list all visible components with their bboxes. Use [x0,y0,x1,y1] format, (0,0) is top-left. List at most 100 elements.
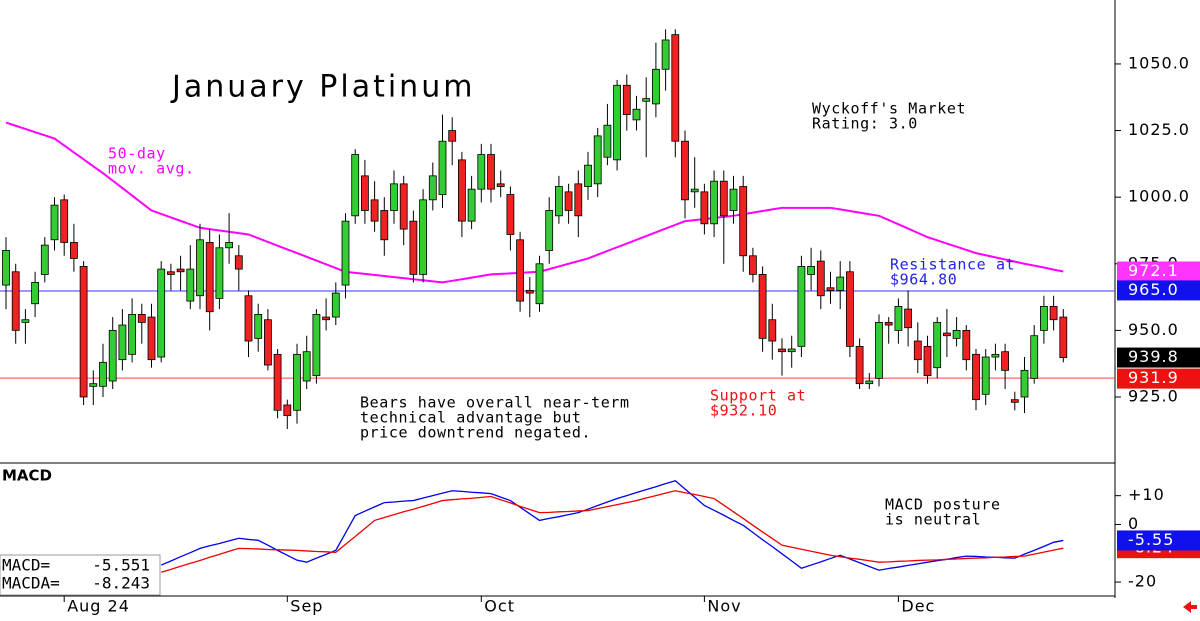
candle-body [865,380,874,385]
candle-body [661,39,670,70]
candle-body [157,268,166,358]
annotation: price downtrend negated. [360,424,591,442]
candle-body [196,239,204,297]
candle-body [836,276,845,291]
candle-body [894,306,903,331]
x-tick-label: Nov [707,597,741,616]
y-tick-label: -20 [1128,572,1157,591]
y-tick-label: 1050.0 [1128,53,1190,72]
annotation: Rating: 3.0 [812,115,918,133]
candle-body [244,295,253,342]
candle-body [516,239,524,302]
x-tick-label: Aug 24 [67,597,130,616]
candle-body [506,194,515,235]
candle-body [1020,369,1029,398]
annotation: technical advantage but [360,409,582,427]
macd-title: MACD [2,467,52,485]
candle-body [496,183,505,187]
candle-body [584,164,592,187]
candle-body [981,356,990,395]
candle-body [1030,335,1039,379]
price-box-label: 965.0 [1128,280,1179,299]
candle-body [846,271,854,347]
value-box [1117,530,1200,551]
candle-body [477,154,486,190]
candle-body [448,130,457,142]
candle-body [671,34,680,142]
x-tick-label: Dec [901,597,935,616]
candle-body [457,159,466,222]
candle-body [302,351,311,382]
candle-body [166,271,175,275]
candle-body [787,348,796,353]
candle-body [710,180,718,225]
candle-body [1001,351,1009,371]
candle-body [826,287,835,291]
candle-body [632,108,641,121]
candle-body [50,204,59,241]
candle-body [438,140,447,195]
y-tick-label: 1025.0 [1128,120,1190,139]
annotation: $932.10 [710,402,777,420]
y-tick-label: 925.0 [1128,386,1179,405]
candle-body [904,308,912,329]
candle-body [487,154,495,190]
annotation: is neutral [885,511,981,529]
candle-body [749,255,757,275]
candle-body [613,84,621,161]
candle-body [855,345,864,385]
candle-body [768,319,777,342]
candle-body [467,188,476,222]
candle-body [409,220,418,275]
candle-body [79,266,88,398]
readout-value: -8.243 [92,574,150,593]
candle-body [293,353,301,411]
candle-body [719,180,728,217]
annotation: 50-day [108,145,166,163]
readout-value: -5.551 [92,556,150,575]
annotation: Support at [710,387,806,405]
annotation: mov. avg. [108,160,195,178]
candle-body [574,183,583,217]
candle-body [875,321,883,379]
candle-body [312,313,321,377]
readout-box [0,554,161,596]
annotation: Wyckoff's Market [812,100,966,118]
candle-body [70,242,78,259]
candle-body [535,263,544,305]
candle-body [331,292,340,318]
y-tick-label: +10 [1128,485,1165,504]
candle-body [21,319,30,323]
candle-body [128,313,137,355]
candle-body [690,188,699,193]
candle-body [593,135,602,185]
candle-body [360,175,369,211]
candle-body [263,319,272,366]
candle-body [399,183,408,230]
scroll-arrow[interactable] [1183,601,1197,613]
candle-body [729,188,738,211]
candle-body [603,124,612,158]
candle-body [622,84,631,115]
candle-body [60,199,69,243]
price-box-label: 939.8 [1128,347,1179,366]
candle-body [555,186,563,217]
annotation: MACD posture [885,496,1001,514]
candle-body [778,348,786,353]
chart-title: January Platinum [170,70,475,105]
candle-body [933,321,942,369]
value-box-label: -5.55 [1128,530,1174,549]
candle-body [380,210,389,241]
price-box [1117,280,1200,301]
readout-label: MACD= [2,556,50,575]
candle-body [642,98,651,102]
candle-body [108,329,117,382]
candle-body [428,175,437,201]
readout-label: MACDA= [2,574,60,593]
candle-body [341,220,350,286]
candle-body [118,324,127,361]
y-tick-label: 0 [1128,514,1139,533]
x-tick-label: Sep [290,597,323,616]
